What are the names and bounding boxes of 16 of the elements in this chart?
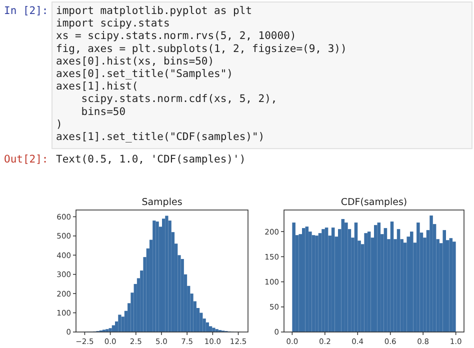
text: axes[0].hist(xs, bins=50) xyxy=(56,55,214,68)
text: import matplotlib.pyplot as plt xyxy=(56,5,252,17)
text: import scipy.stats xyxy=(56,18,170,30)
text: bins=50 xyxy=(56,106,126,118)
text: In [2]: xyxy=(4,5,48,17)
text: Out[2]: xyxy=(4,154,48,166)
text: axes[1].hist( xyxy=(56,80,138,93)
text: axes[1].set_title("CDF(samples)") xyxy=(56,131,265,143)
chart-title: Samples xyxy=(142,197,182,208)
text: xs = scipy.stats.norm.rvs(5, 2, 10000) xyxy=(56,30,296,42)
chart-title: CDF(samples) xyxy=(340,197,408,208)
text: scipy.stats.norm.cdf(xs, 5, 2), xyxy=(56,93,278,106)
text: axes[0].set_title("Samples") xyxy=(56,68,234,80)
text: Text(0.5, 1.0, 'CDF(samples)') xyxy=(56,154,246,166)
text: ) xyxy=(56,118,62,130)
text: fig, axes = plt.subplots(1, 2, figsize=(9, 3)) xyxy=(56,42,347,55)
